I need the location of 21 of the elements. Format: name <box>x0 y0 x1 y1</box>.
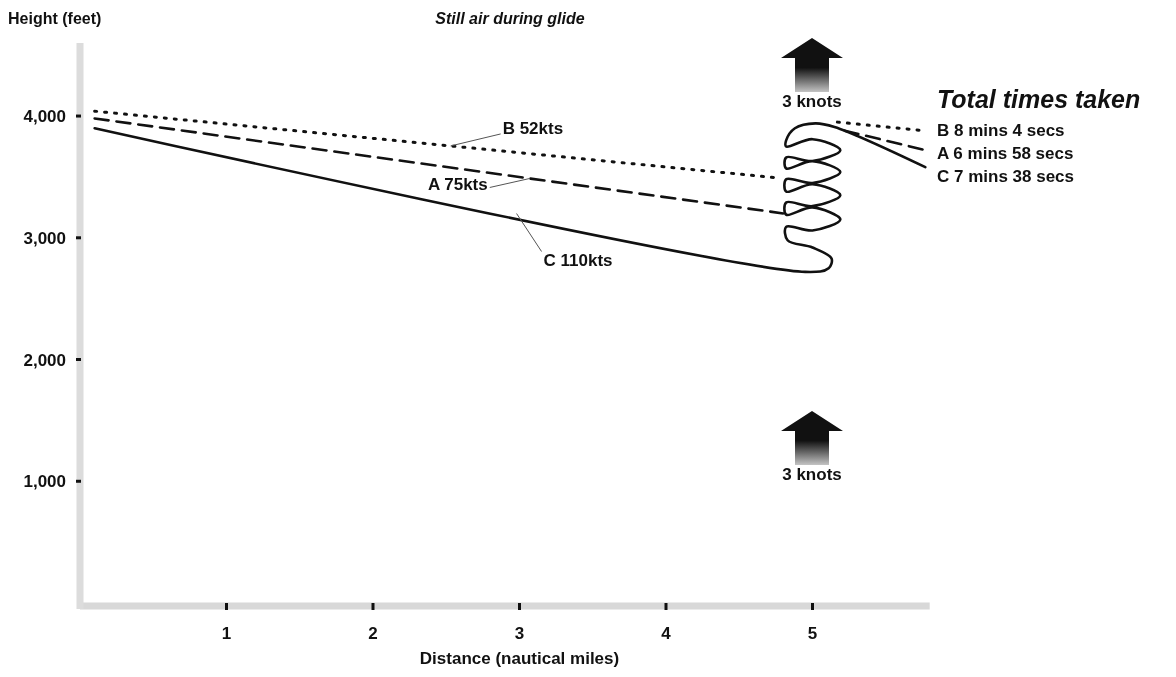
series-label: C 110kts <box>543 250 613 270</box>
y-tick-label: 4,000 <box>23 107 66 127</box>
series-label: B 52kts <box>502 118 564 138</box>
text: C 7 mins 38 secs <box>937 167 1075 186</box>
x-axis-title: Distance (nautical miles) <box>419 649 620 668</box>
x-tick-label: 4 <box>661 624 672 643</box>
x-tick-label: 1 <box>221 624 232 643</box>
text: A 6 mins 58 secs <box>937 144 1074 163</box>
annotation: 3 knots <box>782 465 842 484</box>
y-tick-label: 3,000 <box>23 228 66 248</box>
text: Total times taken <box>937 85 1141 113</box>
y-axis-title: Height (feet) <box>8 10 102 27</box>
text: B 8 mins 4 secs <box>937 121 1065 140</box>
chart-title: Still air during glide <box>435 10 585 27</box>
x-tick-label: 3 <box>514 624 525 643</box>
x-tick-label: 5 <box>807 624 818 643</box>
series-label: A 75kts <box>427 175 488 195</box>
annotation: 3 knots <box>782 92 842 111</box>
y-tick-label: 2,000 <box>23 350 66 370</box>
x-tick-label: 2 <box>368 624 378 643</box>
y-tick-label: 1,000 <box>23 472 66 492</box>
